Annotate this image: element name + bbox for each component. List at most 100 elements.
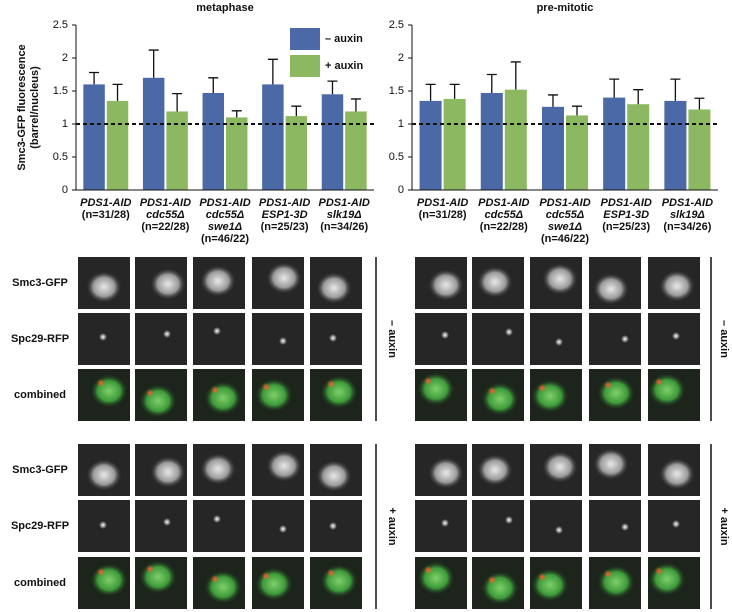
micrograph	[78, 557, 130, 609]
nucleus	[139, 560, 177, 594]
micrograph	[415, 557, 467, 609]
error-bar	[547, 94, 558, 107]
spindle-pole	[262, 383, 270, 391]
spindle-pole	[262, 572, 270, 580]
nucleus	[481, 571, 519, 605]
y-axis-label: (barrel/nucleus)	[29, 66, 41, 149]
micrograph	[472, 557, 524, 609]
micrograph	[193, 257, 245, 309]
micrograph	[648, 500, 700, 552]
micrograph-bg	[589, 500, 641, 552]
spindle-pole	[621, 335, 629, 343]
nucleus	[90, 374, 128, 408]
y-tick-label: 2.5	[53, 19, 68, 31]
micrograph	[78, 369, 130, 421]
spindle-pole	[213, 515, 221, 523]
nucleus	[255, 378, 293, 412]
micrograph	[589, 369, 641, 421]
x-tick-label: PDS1-AID	[259, 197, 310, 209]
bar	[566, 115, 589, 190]
x-tick-label: PDS1-AID	[478, 197, 529, 209]
x-tick-label: PDS1-AID	[601, 197, 652, 209]
micrograph	[648, 557, 700, 609]
micrograph-bg	[193, 500, 245, 552]
bar	[106, 100, 129, 190]
bar	[443, 98, 466, 190]
micrograph	[78, 444, 130, 496]
error-bar	[291, 105, 302, 117]
error-bar	[486, 73, 497, 93]
nucleus	[428, 457, 464, 489]
micrograph	[589, 313, 641, 365]
nucleus	[597, 565, 635, 599]
bar	[480, 92, 503, 190]
x-tick-label: PDS1-AID	[539, 197, 590, 209]
y-tick-label: 1.5	[389, 85, 404, 97]
x-tick-label: cdc55Δ	[485, 209, 524, 221]
nucleus	[417, 561, 455, 595]
micrograph	[415, 257, 467, 309]
micrograph	[193, 500, 245, 552]
bar	[166, 111, 188, 190]
micrograph	[310, 257, 362, 309]
micrograph	[530, 257, 582, 309]
micrograph	[472, 369, 524, 421]
micrograph-bg	[135, 313, 187, 365]
x-tick-label: ESP1-3D	[603, 209, 649, 221]
micrograph	[648, 257, 700, 309]
micrograph	[472, 257, 524, 309]
error-bar	[633, 89, 644, 105]
spindle-pole	[505, 516, 513, 524]
bar	[262, 84, 284, 190]
micrograph	[648, 444, 700, 496]
y-tick-label: 0	[398, 184, 404, 196]
y-tick-label: 1	[62, 118, 68, 130]
nucleus	[316, 272, 352, 304]
condition-label: – auxin	[386, 320, 398, 358]
row-label: combined	[14, 389, 66, 401]
micrograph	[193, 444, 245, 496]
micrograph	[589, 500, 641, 552]
micrograph	[530, 500, 582, 552]
micrograph	[310, 500, 362, 552]
bar	[285, 116, 308, 190]
nucleus	[150, 456, 186, 488]
micrograph-bg	[415, 313, 467, 365]
error-bar	[208, 77, 219, 93]
row-label: Smc3-GFP	[12, 464, 68, 476]
spindle-pole	[672, 520, 680, 528]
micrograph	[252, 257, 304, 309]
condition-label: + auxin	[386, 507, 398, 545]
x-tick-label: (n=34/26)	[663, 221, 711, 233]
nucleus	[320, 375, 358, 409]
nucleus	[150, 268, 186, 300]
micrograph	[415, 500, 467, 552]
x-tick-label: slk19Δ	[670, 209, 705, 221]
spindle-pole	[424, 566, 432, 574]
spindle-pole	[555, 526, 563, 534]
spindle-pole	[621, 523, 629, 531]
nucleus	[255, 567, 293, 601]
nucleus	[204, 570, 242, 604]
nucleus	[648, 373, 686, 407]
row-label: Smc3-GFP	[12, 277, 68, 289]
spindle-pole	[211, 386, 219, 394]
micrograph	[252, 313, 304, 365]
x-tick-label: slk19Δ	[327, 209, 362, 221]
nucleus	[659, 458, 695, 490]
spindle-pole	[655, 567, 663, 575]
nucleus	[316, 460, 352, 492]
row-label: Spc29-RFP	[11, 520, 69, 532]
micrograph	[135, 313, 187, 365]
chart-title: pre-mitotic	[537, 2, 594, 14]
x-tick-label: (n=34/26)	[320, 221, 368, 233]
x-tick-label: (n=31/28)	[82, 209, 130, 221]
nucleus	[320, 564, 358, 598]
x-tick-label: cdc55Δ	[146, 209, 185, 221]
x-tick-label: PDS1-AID	[662, 197, 713, 209]
bar	[83, 84, 105, 190]
x-tick-label: PDS1-AID	[417, 197, 468, 209]
row-label: Spc29-RFP	[11, 333, 69, 345]
nucleus	[266, 262, 302, 294]
